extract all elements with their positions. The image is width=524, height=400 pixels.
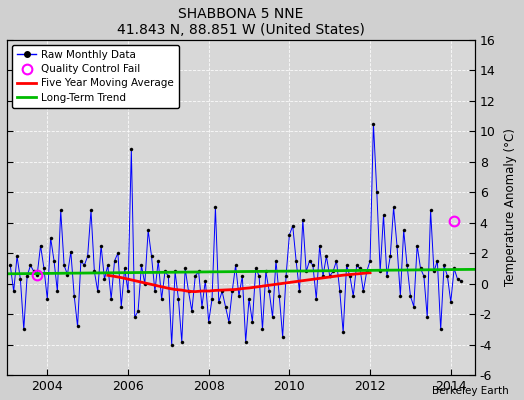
Five Year Moving Average	[219, 288, 225, 292]
Raw Monthly Data	[333, 258, 340, 263]
Five Year Moving Average	[367, 270, 373, 275]
Five Year Moving Average	[333, 274, 340, 278]
Five Year Moving Average	[205, 289, 212, 294]
Five Year Moving Average	[105, 273, 111, 278]
Five Year Moving Average	[233, 287, 239, 292]
Five Year Moving Average	[145, 281, 151, 286]
Legend: Raw Monthly Data, Quality Control Fail, Five Year Moving Average, Long-Term Tren: Raw Monthly Data, Quality Control Fail, …	[12, 45, 179, 108]
Five Year Moving Average	[293, 279, 299, 284]
Five Year Moving Average	[212, 288, 219, 293]
Five Year Moving Average	[239, 286, 245, 291]
Five Year Moving Average	[192, 289, 199, 294]
Five Year Moving Average	[158, 284, 165, 289]
Five Year Moving Average	[199, 289, 205, 294]
Five Year Moving Average	[300, 278, 306, 283]
Five Year Moving Average	[259, 284, 266, 288]
Five Year Moving Average	[165, 286, 171, 291]
Five Year Moving Average	[360, 271, 366, 276]
Five Year Moving Average	[347, 272, 353, 277]
Five Year Moving Average	[313, 276, 320, 281]
Five Year Moving Average	[179, 288, 185, 292]
Raw Monthly Data	[458, 278, 464, 283]
Five Year Moving Average	[354, 272, 360, 276]
Five Year Moving Average	[112, 274, 118, 279]
Five Year Moving Average	[279, 281, 286, 286]
Five Year Moving Average	[340, 273, 346, 278]
Five Year Moving Average	[118, 275, 124, 280]
Five Year Moving Average	[320, 276, 326, 280]
Five Year Moving Average	[185, 289, 192, 294]
Raw Monthly Data	[370, 121, 377, 126]
Five Year Moving Average	[253, 285, 259, 290]
Raw Monthly Data	[404, 263, 410, 268]
Text: Berkeley Earth: Berkeley Earth	[432, 386, 508, 396]
Five Year Moving Average	[138, 280, 145, 284]
Five Year Moving Average	[307, 277, 313, 282]
Raw Monthly Data	[112, 258, 118, 263]
Five Year Moving Average	[286, 280, 292, 285]
Raw Monthly Data	[7, 263, 14, 268]
Five Year Moving Average	[125, 277, 131, 282]
Raw Monthly Data	[266, 289, 272, 294]
Five Year Moving Average	[132, 278, 138, 283]
Five Year Moving Average	[273, 282, 279, 287]
Raw Monthly Data	[434, 258, 441, 263]
Five Year Moving Average	[152, 283, 158, 288]
Five Year Moving Average	[246, 286, 252, 290]
Line: Five Year Moving Average: Five Year Moving Average	[108, 273, 370, 292]
Raw Monthly Data	[169, 342, 175, 347]
Title: SHABBONA 5 NNE
41.843 N, 88.851 W (United States): SHABBONA 5 NNE 41.843 N, 88.851 W (Unite…	[117, 7, 365, 37]
Five Year Moving Average	[172, 287, 178, 292]
Line: Raw Monthly Data: Raw Monthly Data	[9, 122, 462, 346]
Five Year Moving Average	[226, 287, 232, 292]
Five Year Moving Average	[326, 274, 333, 279]
Raw Monthly Data	[249, 320, 256, 324]
Y-axis label: Temperature Anomaly (°C): Temperature Anomaly (°C)	[504, 128, 517, 286]
Five Year Moving Average	[266, 283, 272, 288]
